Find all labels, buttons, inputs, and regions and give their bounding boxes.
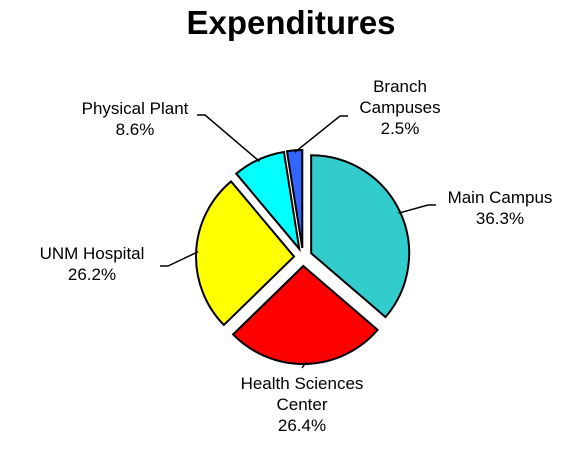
leader-line [197,114,260,163]
slice-label: Branch Campuses 2.5% [350,76,450,139]
slice-label: UNM Hospital 26.2% [17,243,167,285]
value-label: 2.5% [380,119,420,138]
slice-label: Main Campus 36.3% [425,187,575,229]
category-label: Physical Plant [81,99,189,118]
pie-slice [231,264,380,365]
category-label: UNM Hospital [39,244,145,263]
value-label: 26.4% [277,416,327,435]
chart-title: Expenditures [186,4,396,41]
value-label: 36.3% [475,209,525,228]
leader-line [160,251,199,267]
pie-slice [234,150,301,253]
value-label: 26.2% [67,265,117,284]
slice-label: Health Sciences Center 26.4% [227,373,377,436]
leader-line [301,361,307,369]
pie-slice [285,149,304,249]
value-label: 8.6% [115,120,155,139]
category-label: Main Campus [447,188,553,207]
pie-slice [195,180,296,327]
leader-line [398,204,436,214]
slice-label: Physical Plant 8.6% [60,98,210,140]
category-label: Health Sciences Center [240,374,364,414]
leader-line [294,115,348,153]
category-label: Branch Campuses [359,77,441,117]
